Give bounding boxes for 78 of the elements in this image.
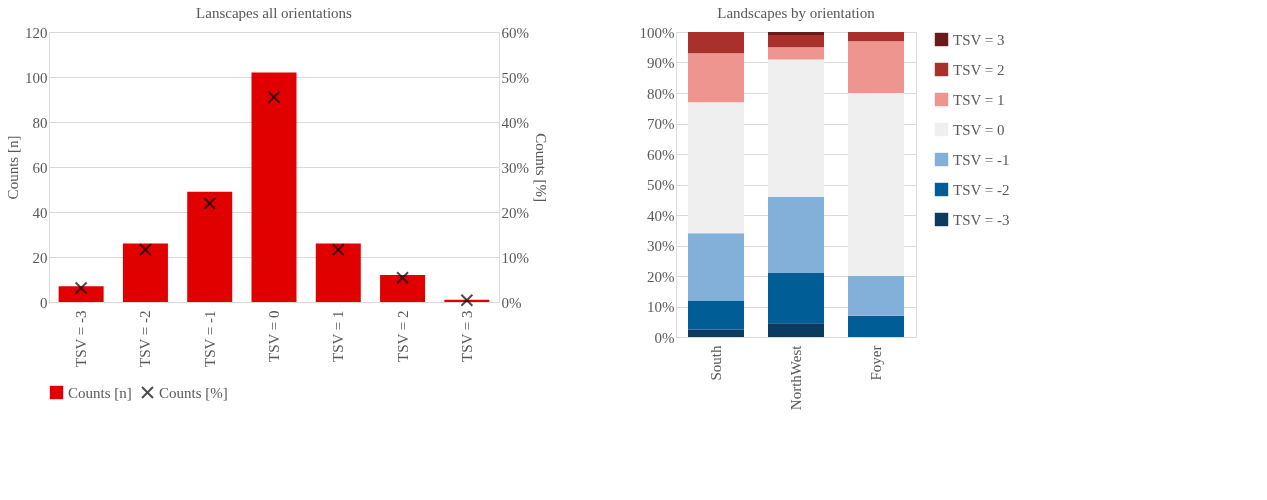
- x-tick-label: TSV = -3: [73, 310, 90, 368]
- bar: [315, 243, 361, 302]
- y-tick-label: 20: [32, 249, 48, 266]
- bar: [848, 32, 904, 42]
- bar: [768, 323, 824, 337]
- y-tick-label: 100%: [639, 24, 675, 41]
- y-tick-label: 0%: [654, 329, 675, 346]
- legend-label: TSV = 0: [953, 121, 1005, 138]
- bar: [768, 47, 824, 60]
- y-tick-label: 30%: [647, 238, 675, 254]
- legend-label: TSV = 1: [953, 91, 1005, 108]
- bar: [251, 72, 297, 302]
- x-tick-label: TSV = 0: [266, 310, 282, 363]
- bar: [848, 41, 904, 93]
- bar: [768, 35, 824, 48]
- point: [460, 293, 474, 307]
- y-tick-label: 10%: [647, 299, 675, 315]
- point: [267, 90, 281, 104]
- x-tick-label: TSV = 1: [330, 310, 347, 363]
- y-tick-label: 60%: [647, 146, 675, 163]
- y-tick-label: 70%: [647, 116, 675, 132]
- bar: [688, 300, 744, 330]
- x-tick-label: NorthWest: [788, 344, 804, 411]
- x-tick-label: TSV = -2: [137, 310, 154, 368]
- y2-tick-label: 30%: [501, 159, 529, 176]
- x-tick-label: Foyer: [868, 345, 884, 381]
- bar: [187, 191, 233, 302]
- chart-title: Lanscapes all orientations: [196, 5, 353, 21]
- y-tick-label: 60: [32, 159, 48, 176]
- bar: [688, 329, 744, 337]
- y-tick-label: 40: [32, 204, 48, 221]
- legend-label: TSV = -1: [953, 151, 1010, 168]
- bar: [848, 315, 904, 337]
- bar: [380, 275, 426, 302]
- point: [331, 243, 345, 257]
- legend-label: TSV = -3: [953, 211, 1010, 228]
- point: [203, 196, 217, 210]
- bar: [848, 276, 904, 316]
- y-tick-label: 40%: [647, 207, 675, 224]
- bar: [768, 32, 824, 36]
- y-axis-title: Counts [n]: [5, 135, 21, 200]
- x-tick-label: TSV = 2: [394, 310, 411, 363]
- y-tick-label: 100: [25, 69, 48, 86]
- bar: [122, 243, 168, 302]
- y2-tick-label: 20%: [501, 204, 529, 221]
- y-tick-label: 50%: [647, 177, 675, 193]
- y-tick-label: 0: [40, 294, 48, 311]
- y-tick-label: 80%: [647, 85, 675, 102]
- bar: [688, 32, 744, 54]
- y-tick-label: 90%: [647, 55, 675, 71]
- legend-label: Counts [n]: [68, 384, 132, 401]
- bar: [688, 102, 744, 234]
- legend-label: TSV = 3: [953, 31, 1005, 48]
- bar: [58, 286, 104, 302]
- legend-label: Counts [%]: [159, 384, 228, 401]
- bar: [848, 93, 904, 276]
- legend-label: TSV = 2: [953, 61, 1005, 78]
- bar: [688, 233, 744, 301]
- y2-tick-label: 10%: [501, 249, 529, 266]
- point: [138, 243, 152, 257]
- bar: [768, 59, 824, 197]
- y2-tick-label: 60%: [501, 24, 529, 41]
- bar: [768, 272, 824, 324]
- y2-tick-label: 40%: [501, 114, 529, 131]
- y2-tick-label: 50%: [501, 69, 529, 86]
- y-tick-label: 120: [25, 24, 48, 41]
- x-tick-label: South: [708, 345, 724, 381]
- y2-tick-label: 0%: [501, 294, 522, 311]
- x-tick-label: TSV = 3: [458, 310, 475, 363]
- y-tick-label: 80: [32, 114, 48, 131]
- legend-label: TSV = -2: [953, 181, 1010, 198]
- x-tick-label: TSV = -1: [201, 310, 218, 368]
- bar: [768, 196, 824, 273]
- bar: [688, 53, 744, 103]
- chart-title: Landscapes by orientation: [717, 5, 876, 21]
- y-tick-label: 20%: [647, 268, 675, 285]
- y2-axis-title: Counts [%]: [533, 133, 549, 202]
- point: [396, 271, 410, 285]
